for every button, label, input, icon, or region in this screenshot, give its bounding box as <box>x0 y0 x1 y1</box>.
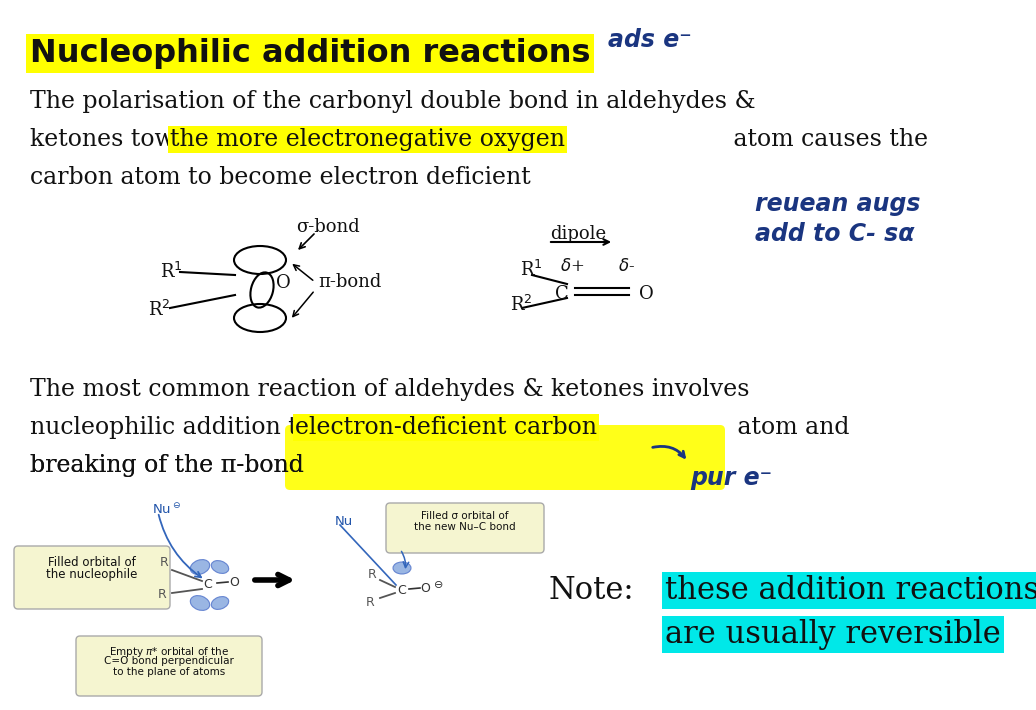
Text: Filled σ orbital of: Filled σ orbital of <box>422 511 509 521</box>
Text: Nucleophilic addition reactions: Nucleophilic addition reactions <box>30 38 591 69</box>
Text: The most common reaction of aldehydes & ketones involves: The most common reaction of aldehydes & … <box>30 378 749 401</box>
Text: O: O <box>420 581 430 594</box>
Text: pur e⁻: pur e⁻ <box>690 466 772 490</box>
Text: ketones towards: ketones towards <box>30 128 235 151</box>
Text: O: O <box>229 577 239 589</box>
FancyBboxPatch shape <box>285 425 725 490</box>
Ellipse shape <box>211 596 229 609</box>
Text: to the plane of atoms: to the plane of atoms <box>113 667 225 677</box>
Text: Filled orbital of: Filled orbital of <box>48 556 136 569</box>
FancyBboxPatch shape <box>15 546 170 609</box>
Text: C: C <box>398 584 406 596</box>
Text: are usually reversible: are usually reversible <box>665 619 1001 650</box>
Ellipse shape <box>393 562 411 574</box>
Text: add to C- sα: add to C- sα <box>755 222 915 246</box>
Text: atom and: atom and <box>730 416 850 439</box>
Text: $\delta$+: $\delta$+ <box>560 258 584 275</box>
Text: Empty $\pi$* orbital of the: Empty $\pi$* orbital of the <box>109 645 229 659</box>
Text: C=O bond perpendicular: C=O bond perpendicular <box>104 656 234 666</box>
Text: electron-deficient carbon: electron-deficient carbon <box>295 416 597 439</box>
Text: dipole: dipole <box>550 225 606 243</box>
Text: R: R <box>159 589 167 601</box>
Text: breaking of the π-bond: breaking of the π-bond <box>30 454 304 477</box>
FancyBboxPatch shape <box>76 636 262 696</box>
Text: σ-bond: σ-bond <box>296 218 359 236</box>
Text: $\delta$-: $\delta$- <box>618 258 635 275</box>
Text: ads e⁻: ads e⁻ <box>608 28 692 52</box>
Text: reuean augs: reuean augs <box>755 192 921 216</box>
Text: atom causes the: atom causes the <box>726 128 928 151</box>
Text: breaking of the π-bond: breaking of the π-bond <box>30 454 304 477</box>
Text: R$^1$: R$^1$ <box>520 260 543 280</box>
Text: C: C <box>204 579 212 591</box>
Text: the more electronegative oxygen: the more electronegative oxygen <box>170 128 565 151</box>
Text: Nu: Nu <box>335 515 353 528</box>
Text: R: R <box>366 596 375 608</box>
Ellipse shape <box>191 596 209 611</box>
Text: The polarisation of the carbonyl double bond in aldehydes &: The polarisation of the carbonyl double … <box>30 90 755 113</box>
Text: O: O <box>639 285 654 303</box>
Text: π-bond: π-bond <box>318 273 381 291</box>
Text: these addition reactions: these addition reactions <box>665 575 1036 606</box>
Text: carbon atom to become electron deficient: carbon atom to become electron deficient <box>30 166 530 189</box>
Text: Note:: Note: <box>548 575 634 606</box>
Text: the nucleophile: the nucleophile <box>47 568 138 581</box>
Text: C: C <box>555 285 569 303</box>
Text: Nu$^\ominus$: Nu$^\ominus$ <box>152 502 181 517</box>
Text: R: R <box>160 557 169 569</box>
Text: nucleophilic addition to this: nucleophilic addition to this <box>30 416 371 439</box>
Ellipse shape <box>191 559 209 574</box>
Text: R$^1$: R$^1$ <box>160 262 182 282</box>
Text: the new Nu–C bond: the new Nu–C bond <box>414 522 516 532</box>
FancyBboxPatch shape <box>386 503 544 553</box>
Text: R: R <box>368 567 377 581</box>
Text: R$^2$: R$^2$ <box>510 295 533 315</box>
Text: R$^2$: R$^2$ <box>148 300 171 320</box>
Ellipse shape <box>211 561 229 574</box>
Text: O: O <box>276 274 291 292</box>
Text: $\ominus$: $\ominus$ <box>433 579 443 591</box>
